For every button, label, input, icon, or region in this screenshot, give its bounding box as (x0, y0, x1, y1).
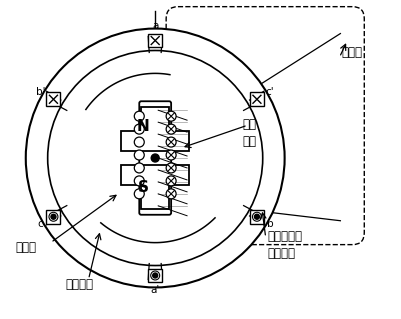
Circle shape (166, 124, 176, 134)
Text: 界磁
巻線: 界磁 巻線 (242, 118, 256, 148)
FancyBboxPatch shape (139, 101, 171, 215)
Circle shape (134, 124, 144, 134)
Circle shape (166, 111, 176, 121)
Text: c: c (38, 219, 43, 229)
Circle shape (166, 189, 176, 199)
Polygon shape (121, 107, 188, 151)
Circle shape (134, 111, 144, 121)
Circle shape (134, 176, 144, 186)
Text: a': a' (150, 286, 160, 295)
Text: 回転子: 回転子 (16, 241, 37, 254)
Text: a: a (152, 21, 158, 31)
Circle shape (166, 163, 176, 173)
Circle shape (26, 29, 284, 287)
Text: 固定子: 固定子 (340, 46, 361, 59)
Circle shape (166, 150, 176, 160)
Text: S: S (138, 180, 148, 195)
Bar (249, 210, 263, 224)
Circle shape (166, 176, 176, 186)
Circle shape (48, 50, 262, 265)
Bar (148, 33, 162, 48)
Text: N: N (136, 119, 149, 134)
Circle shape (134, 163, 144, 173)
Text: 電機子巻線
（導体）: 電機子巻線 （導体） (267, 230, 302, 260)
Circle shape (51, 214, 56, 219)
Circle shape (166, 137, 176, 147)
Bar (47, 210, 60, 224)
Text: 回転方向: 回転方向 (65, 278, 93, 291)
Bar (47, 92, 60, 106)
Circle shape (254, 214, 259, 219)
Circle shape (151, 154, 159, 162)
Text: b': b' (36, 87, 45, 97)
Circle shape (134, 189, 144, 199)
Bar (249, 92, 263, 106)
Circle shape (134, 137, 144, 147)
Bar (148, 269, 162, 282)
Polygon shape (121, 165, 188, 209)
Circle shape (134, 150, 144, 160)
Text: b: b (266, 219, 273, 229)
Text: c': c' (265, 87, 273, 97)
Circle shape (152, 273, 157, 278)
